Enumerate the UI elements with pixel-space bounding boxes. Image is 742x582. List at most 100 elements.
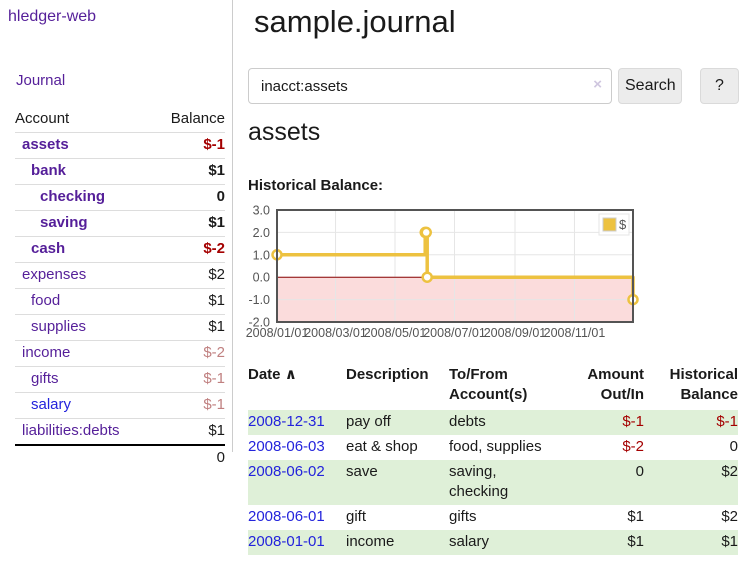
account-row: gifts $-1: [15, 366, 225, 393]
register-amount: $1: [627, 533, 644, 550]
chart-x-tick-label: 2008/09/01: [484, 326, 547, 340]
account-balance: $1: [208, 162, 225, 179]
chart-x-tick-label: 2008/07/01: [423, 326, 486, 340]
chart-x-tick-label: 2008/05/01: [364, 326, 427, 340]
register-header-accounts: To/From Account(s): [449, 366, 528, 403]
accounts-table-header-row: Account Balance: [15, 106, 225, 133]
account-balance: $1: [208, 292, 225, 309]
account-link[interactable]: income: [22, 344, 71, 361]
register-accounts: food, supplies: [449, 438, 542, 455]
account-balance: $-2: [203, 240, 225, 257]
register-row: 2008-06-03 eat & shop food, supplies $-2 0: [248, 435, 738, 460]
register-header-balance: Historical Balance: [669, 366, 738, 403]
chart-legend-swatch: [602, 217, 617, 232]
account-link[interactable]: liabilities:debts: [22, 422, 120, 439]
nav-journal-link[interactable]: Journal: [16, 72, 66, 89]
register-balance: $-1: [716, 413, 738, 430]
register-date-link[interactable]: 2008-06-02: [248, 463, 325, 480]
register-description: income: [346, 533, 395, 550]
search-field-wrap: ×: [248, 68, 612, 104]
account-link[interactable]: saving: [40, 214, 88, 231]
account-link[interactable]: food: [31, 292, 61, 309]
register-balance: $1: [721, 533, 738, 550]
account-link[interactable]: cash: [31, 240, 66, 257]
register-header-description: Description: [346, 366, 429, 383]
main-content: sample.journal × Search ? assets Histori…: [246, 0, 742, 582]
register-date-link[interactable]: 2008-06-01: [248, 508, 325, 525]
register-amount: $-2: [622, 438, 644, 455]
account-row: assets $-1: [15, 132, 225, 159]
account-link[interactable]: bank: [31, 162, 67, 179]
account-link[interactable]: gifts: [31, 370, 59, 387]
account-link[interactable]: supplies: [31, 318, 87, 335]
search-button[interactable]: Search: [618, 68, 682, 104]
sort-ascending-icon: ∧: [284, 366, 297, 383]
register-description: gift: [346, 508, 367, 525]
account-row: liabilities:debts $1: [15, 418, 225, 446]
chart-x-tick-label: 2008/03/01: [304, 326, 367, 340]
chart-marker: [420, 226, 432, 239]
account-balance: $-1: [203, 370, 225, 387]
account-balance: $1: [208, 422, 225, 439]
clear-search-icon[interactable]: ×: [593, 76, 602, 93]
page-title: sample.journal: [254, 4, 456, 39]
register-amount: $-1: [622, 413, 644, 430]
register-header-row: Date ∧ Description To/From Account(s) Am…: [248, 362, 738, 410]
account-link[interactable]: salary: [31, 396, 72, 413]
register-header-date[interactable]: Date ∧: [248, 362, 346, 410]
account-link[interactable]: assets: [22, 136, 69, 153]
account-link[interactable]: expenses: [22, 266, 87, 283]
register-row: 2008-01-01 income salary $1 $1: [248, 530, 738, 555]
register-accounts: debts: [449, 413, 486, 430]
chart-y-tick-label: 2.0: [253, 226, 270, 240]
chart-y-tick-label: 3.0: [253, 204, 270, 218]
chart-border: [276, 209, 634, 323]
register-date-link[interactable]: 2008-06-03: [248, 438, 325, 455]
account-balance: $1: [208, 318, 225, 335]
chart-y-tick-label: -1.0: [248, 293, 270, 307]
chart-y-tick-label: 0.0: [253, 271, 270, 285]
register-description: pay off: [346, 413, 391, 430]
register-row: 2008-12-31 pay off debts $-1 $-1: [248, 410, 738, 435]
register-description: eat & shop: [346, 438, 418, 455]
account-row: income $-2: [15, 340, 225, 367]
chart-legend-label: $: [619, 217, 627, 232]
account-link[interactable]: checking: [40, 188, 106, 205]
help-button[interactable]: ?: [700, 68, 739, 104]
account-row: supplies $1: [15, 314, 225, 341]
register-date-link[interactable]: 2008-12-31: [248, 413, 325, 430]
register-accounts: salary: [449, 533, 490, 550]
chart-title: Historical Balance:: [248, 177, 384, 194]
register-header-amount: Amount Out/In: [587, 366, 644, 403]
account-balance: $-1: [203, 136, 225, 153]
account-heading: assets: [248, 118, 321, 146]
accounts-total-spacer: [15, 445, 153, 471]
app-title-link[interactable]: hledger-web: [8, 8, 97, 25]
accounts-header-account: Account: [15, 110, 70, 127]
accounts-total-value: 0: [216, 449, 225, 466]
chart-y-tick-label: -2.0: [248, 316, 270, 330]
account-row: saving $1: [15, 210, 225, 237]
balance-chart[interactable]: $3.0 2.0 1.0 0.0 -1.0 -2.0 2008/01/01 2008/03/0…: [235, 200, 645, 344]
account-row: food $1: [15, 288, 225, 315]
account-row: salary $-1: [15, 392, 225, 419]
chart-y-tick-label: 1.0: [253, 248, 270, 262]
register-amount: $1: [627, 508, 644, 525]
register-date-link[interactable]: 2008-01-01: [248, 533, 325, 550]
account-row: bank $1: [15, 158, 225, 185]
accounts-table: Account Balance assets $-1 bank $1 checking 0…: [15, 106, 225, 471]
account-row: expenses $2: [15, 262, 225, 289]
account-balance: $-2: [203, 344, 225, 361]
register-balance: 0: [729, 438, 738, 455]
search-input[interactable]: [248, 68, 612, 104]
account-balance: $-1: [203, 396, 225, 413]
register-balance: $2: [721, 463, 738, 480]
sidebar: hledger-web Journal Account Balance asse…: [0, 0, 233, 466]
register-row: 2008-06-02 save saving, checking 0 $2: [248, 460, 738, 505]
account-balance: $1: [208, 214, 225, 231]
chart-marker: [421, 271, 433, 283]
balance-chart-svg: $3.0 2.0 1.0 0.0 -1.0 -2.02008/01/012008/03/0…: [246, 204, 639, 340]
account-row: checking 0: [15, 184, 225, 211]
register-description: save: [346, 463, 378, 480]
